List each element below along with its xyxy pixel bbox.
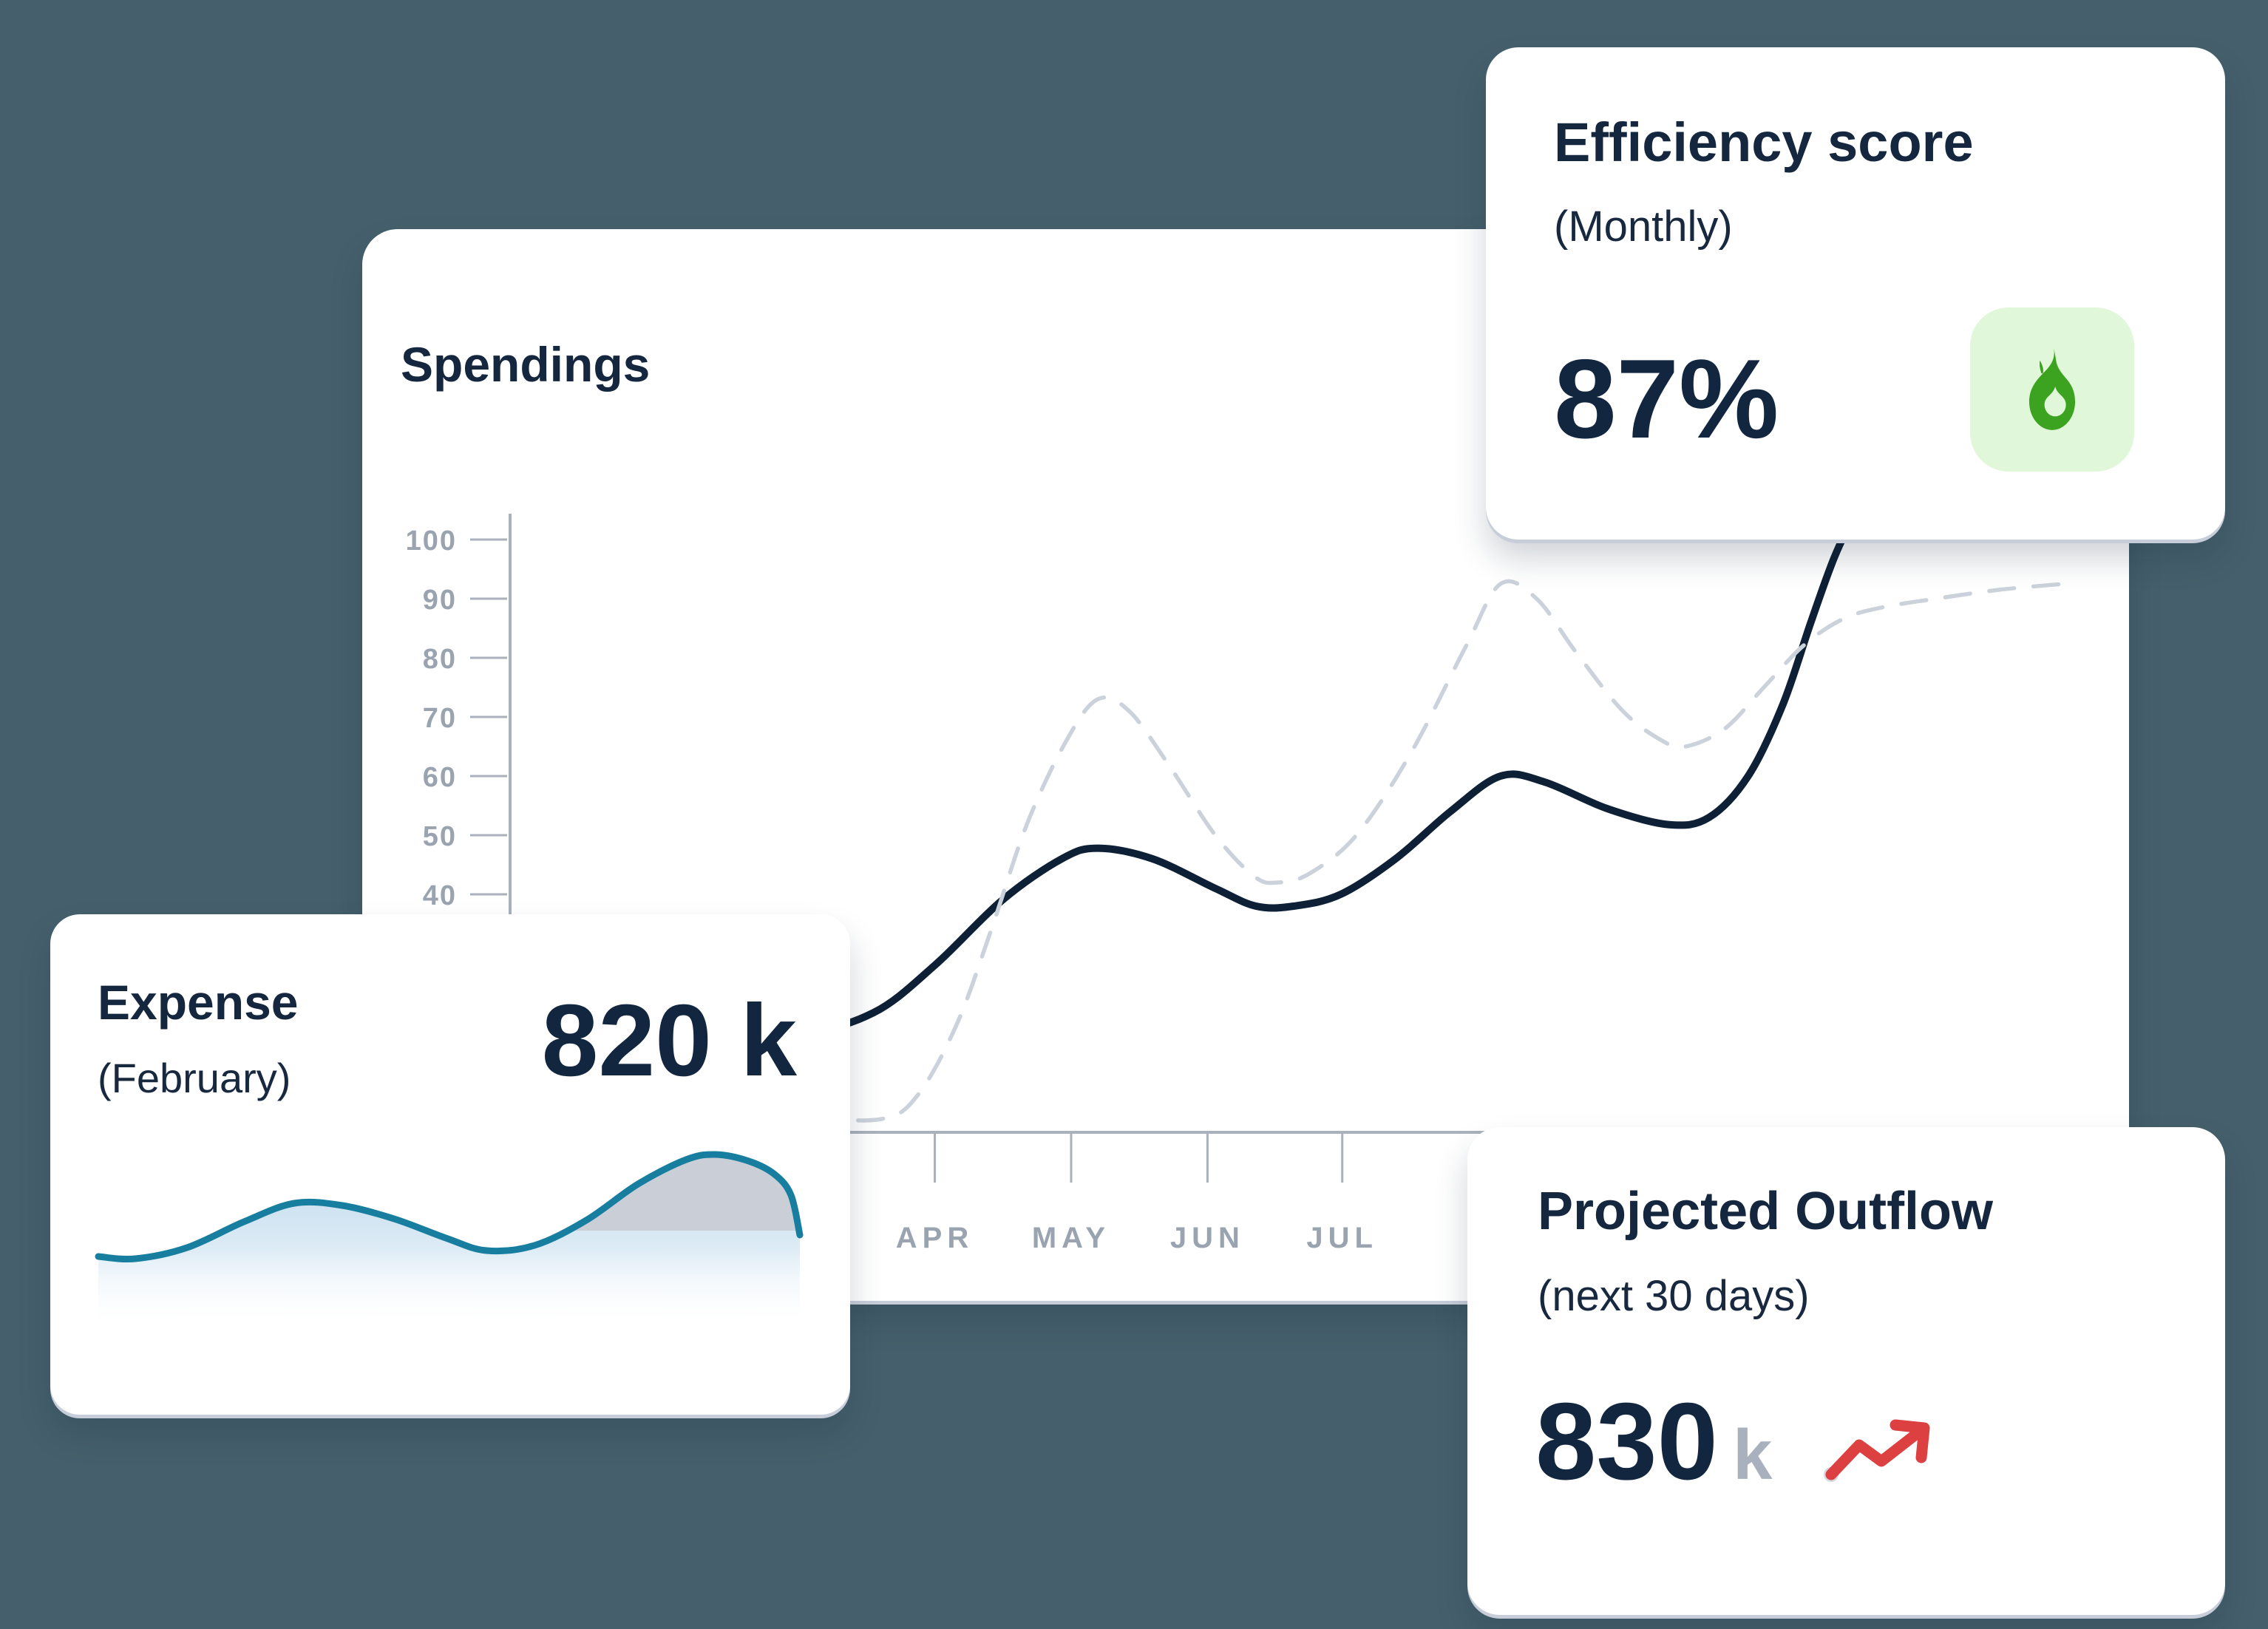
svg-text:70: 70 [423,703,457,734]
flame-icon [2014,346,2091,433]
projected-outflow-card: Projected Outflow (next 30 days) 830 k [1467,1127,2225,1615]
svg-text:90: 90 [423,585,457,616]
svg-text:100: 100 [406,526,457,557]
svg-text:JUL: JUL [1306,1222,1378,1254]
expense-card-title: Expense [98,975,299,1030]
outflow-value: 830 [1535,1381,1718,1503]
svg-text:40: 40 [423,880,457,911]
svg-text:JUN: JUN [1170,1222,1245,1254]
efficiency-card-subtitle: (Monthly) [1554,203,1733,251]
outflow-value-unit: k [1732,1415,1773,1494]
svg-text:60: 60 [423,762,457,793]
expense-value: 820 k [541,984,797,1098]
outflow-card-title: Projected Outflow [1538,1182,1994,1241]
efficiency-score-value: 87% [1554,336,1779,462]
svg-text:APR: APR [896,1222,974,1254]
efficiency-card-title: Efficiency score [1554,112,1974,173]
spendings-card-title: Spendings [401,337,651,392]
svg-text:50: 50 [423,821,457,852]
trend-up-icon [1821,1412,1946,1486]
outflow-card-subtitle: (next 30 days) [1538,1272,1810,1320]
outflow-value-row: 830 k [1535,1387,1946,1497]
svg-text:MAY: MAY [1032,1222,1110,1254]
svg-text:80: 80 [423,644,457,675]
efficiency-score-card: Efficiency score (Monthly) 87% [1486,47,2225,540]
expense-card: Expense (February) 820 k [50,914,850,1415]
flame-icon-badge [1970,307,2134,472]
expense-card-subtitle: (February) [98,1055,291,1101]
